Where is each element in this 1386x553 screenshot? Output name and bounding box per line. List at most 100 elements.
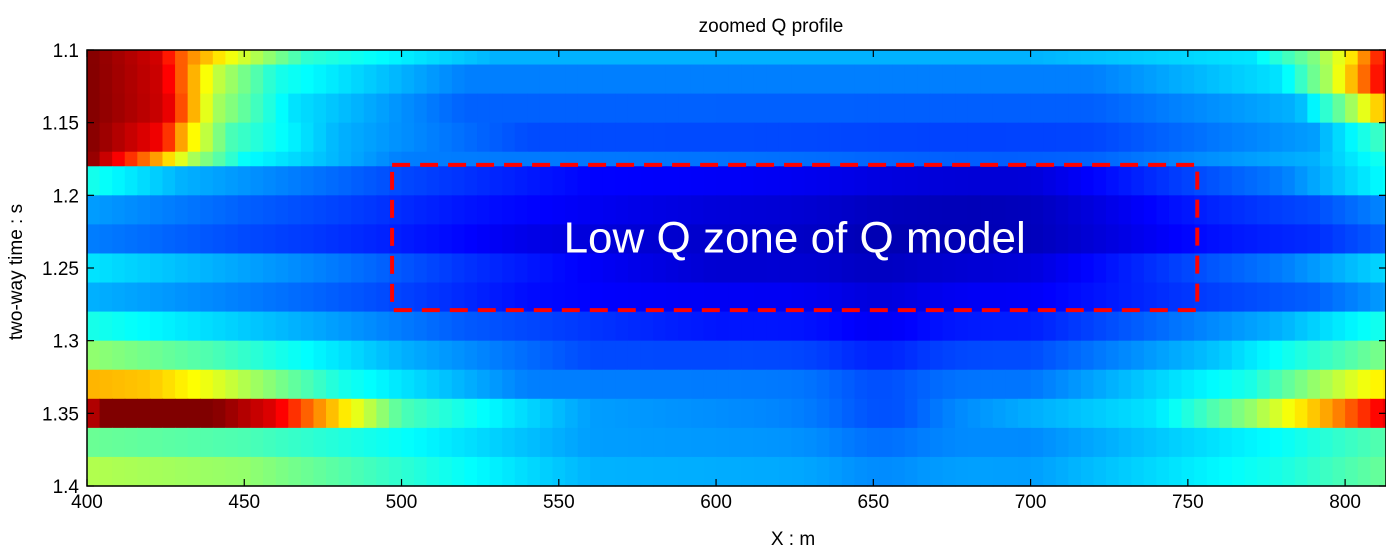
heatmap-cell [124, 50, 138, 66]
heatmap-cell [879, 369, 893, 400]
heatmap-cell [426, 64, 440, 95]
heatmap-cell [376, 398, 390, 429]
heatmap-cell [841, 64, 856, 95]
heatmap-cell [1143, 64, 1157, 95]
heatmap-cell [1244, 122, 1258, 153]
heatmap-cell [237, 166, 252, 196]
heatmap-cell [351, 456, 365, 487]
heatmap-cell [137, 311, 151, 342]
heatmap-cell [464, 64, 478, 95]
heatmap-cell [1005, 253, 1019, 284]
heatmap-cell [640, 427, 654, 458]
heatmap-cell [967, 151, 981, 167]
heatmap-cell [212, 340, 226, 371]
heatmap-cell [351, 122, 365, 153]
heatmap-cell [112, 340, 126, 371]
heatmap-cell [929, 456, 944, 487]
heatmap-cell [275, 311, 289, 342]
heatmap-cell [1093, 93, 1107, 124]
heatmap-cell [955, 369, 969, 400]
heatmap-cell [250, 50, 264, 66]
heatmap-cell [917, 253, 931, 284]
heatmap-cell [99, 340, 113, 371]
heatmap-cell [1345, 50, 1359, 66]
heatmap-cell [615, 282, 629, 313]
heatmap-cell [539, 122, 554, 153]
heatmap-cell [577, 195, 591, 225]
heatmap-cell [1244, 369, 1258, 400]
heatmap-cell [942, 369, 956, 400]
heatmap-cell [753, 427, 767, 458]
heatmap-cell [1055, 427, 1069, 458]
heatmap-cell [955, 340, 969, 371]
heatmap-cell [225, 224, 239, 255]
heatmap-cell [753, 195, 767, 225]
heatmap-cell [1055, 340, 1069, 371]
heatmap-cell [338, 195, 352, 225]
heatmap-cell [439, 64, 453, 95]
heatmap-cell [1370, 427, 1384, 458]
heatmap-cell [955, 122, 969, 153]
heatmap-cell [1244, 151, 1258, 167]
heatmap-cell [854, 282, 868, 313]
heatmap-cell [1018, 311, 1032, 342]
heatmap-cell [175, 151, 189, 167]
heatmap-cell [1357, 93, 1371, 124]
heatmap-cell [313, 50, 327, 66]
heatmap-cell [1055, 456, 1069, 487]
heatmap-cell [1181, 64, 1195, 95]
heatmap-cell [552, 282, 566, 313]
heatmap-cell [112, 166, 126, 196]
heatmap-cell [439, 398, 453, 429]
heatmap-cell [1206, 195, 1220, 225]
heatmap-cell [615, 311, 629, 342]
heatmap-cell [917, 369, 931, 400]
heatmap-cell [1332, 151, 1346, 167]
heatmap-cell [112, 93, 126, 124]
heatmap-cell [1068, 64, 1082, 95]
heatmap-cell [263, 64, 277, 95]
heatmap-cell [1194, 122, 1208, 153]
heatmap-cell [1131, 166, 1145, 196]
heatmap-cell [263, 195, 277, 225]
heatmap-cell [1332, 122, 1346, 153]
heatmap-cell [640, 93, 654, 124]
heatmap-cell [980, 50, 994, 66]
heatmap-cell [1357, 253, 1371, 284]
heatmap-cell [124, 369, 138, 400]
heatmap-cell [665, 340, 679, 371]
heatmap-cell [829, 151, 843, 167]
heatmap-cell [250, 398, 264, 429]
heatmap-cell [1357, 195, 1371, 225]
heatmap-cell [1106, 369, 1120, 400]
heatmap-cell [703, 398, 717, 429]
heatmap-cell [388, 50, 403, 66]
heatmap-cell [401, 166, 415, 196]
heatmap-cell [602, 456, 617, 487]
heatmap-cell [804, 282, 818, 313]
x-tick-label: 400 [71, 492, 103, 513]
heatmap-cell [313, 253, 327, 284]
heatmap-cell [313, 224, 327, 255]
heatmap-cell [728, 50, 742, 66]
heatmap-cell [376, 64, 390, 95]
heatmap-cell [1319, 122, 1334, 153]
heatmap-cell [967, 253, 981, 284]
heatmap-cell [791, 195, 805, 225]
heatmap-cell [1131, 456, 1145, 487]
heatmap-cell [1319, 398, 1334, 429]
heatmap-cell [1106, 398, 1120, 429]
x-tick-label: 550 [543, 492, 575, 513]
heatmap-cell [212, 93, 226, 124]
heatmap-cell [992, 122, 1007, 153]
heatmap-cell [1156, 398, 1170, 429]
heatmap-cell [326, 369, 340, 400]
heatmap-cell [426, 340, 440, 371]
heatmap-cell [1131, 195, 1145, 225]
heatmap-cell [376, 369, 390, 400]
heatmap-cell [1282, 93, 1296, 124]
heatmap-cell [464, 50, 478, 66]
heatmap-cell [99, 50, 113, 66]
heatmap-cell [741, 122, 755, 153]
